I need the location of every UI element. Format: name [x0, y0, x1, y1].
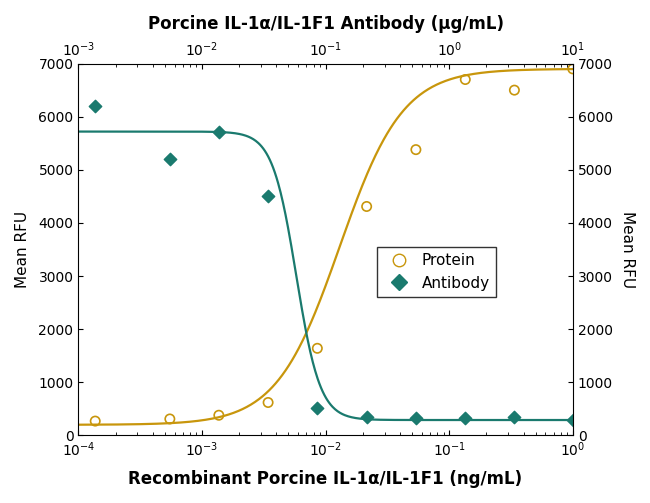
Point [460, 414, 471, 422]
Point [460, 75, 471, 83]
Point [164, 415, 175, 423]
Point [509, 413, 519, 422]
Y-axis label: Mean RFU: Mean RFU [15, 211, 30, 288]
Point [411, 145, 421, 153]
X-axis label: Recombinant Porcine IL-1α/IL-1F1 (ng/mL): Recombinant Porcine IL-1α/IL-1F1 (ng/mL) [129, 470, 523, 488]
Point [90, 417, 100, 425]
Point [214, 128, 224, 136]
X-axis label: Porcine IL-1α/IL-1F1 Antibody (μg/mL): Porcine IL-1α/IL-1F1 Antibody (μg/mL) [148, 15, 504, 33]
Point [567, 65, 578, 73]
Point [263, 192, 273, 200]
Point [361, 413, 372, 422]
Point [214, 411, 224, 420]
Point [263, 398, 273, 406]
Point [90, 102, 100, 110]
Point [509, 86, 519, 94]
Point [361, 202, 372, 210]
Point [411, 414, 421, 423]
Point [567, 416, 578, 424]
Y-axis label: Mean RFU: Mean RFU [620, 211, 635, 288]
Point [312, 344, 322, 352]
Point [312, 404, 322, 412]
Legend: Protein, Antibody: Protein, Antibody [378, 247, 496, 297]
Point [164, 155, 175, 163]
